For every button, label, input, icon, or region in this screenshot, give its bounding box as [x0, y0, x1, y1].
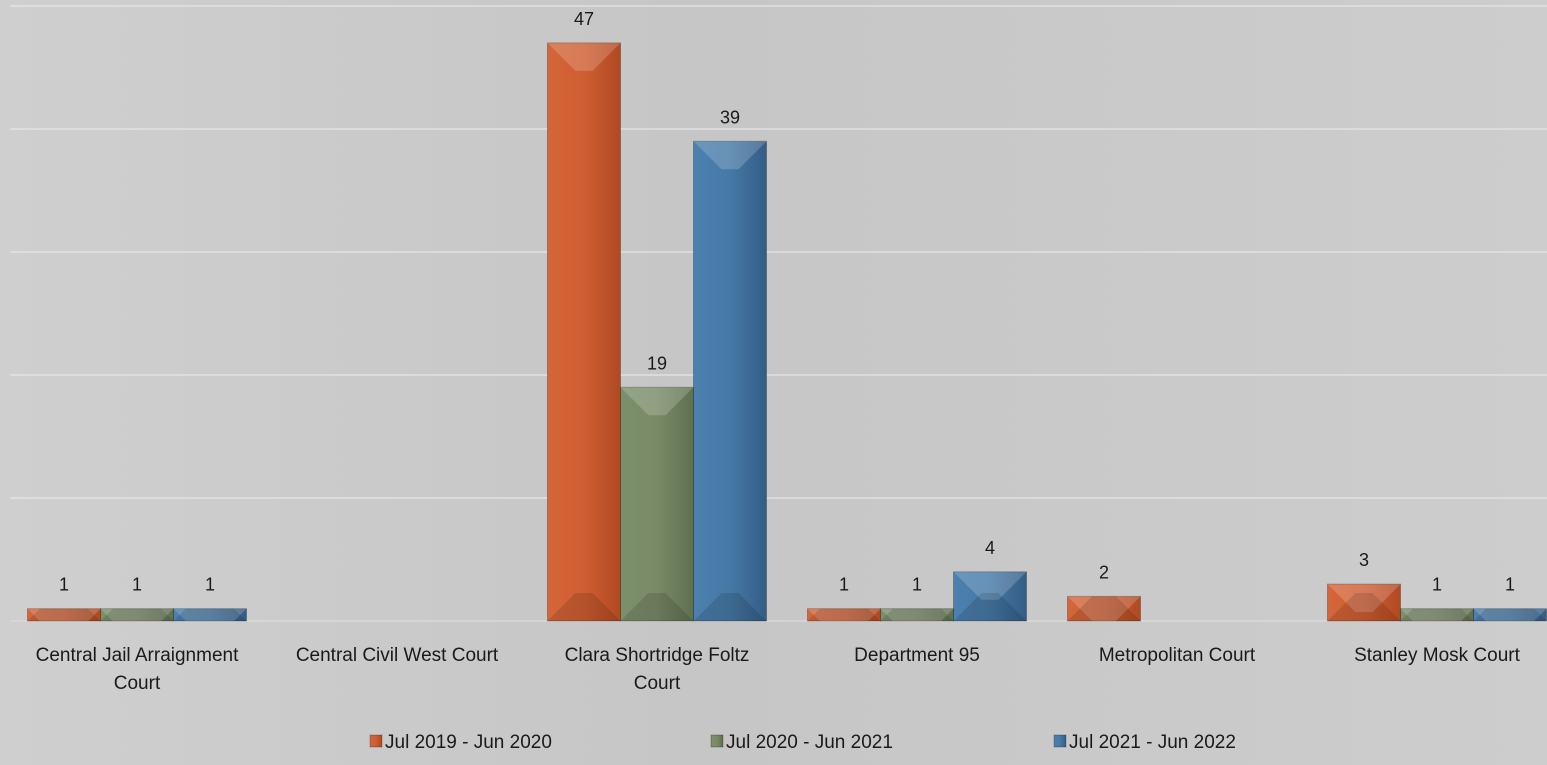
legend-item: Jul 2020 - Jun 2021: [710, 732, 893, 753]
category-label: Clara Shortridge Foltz Court: [565, 645, 750, 694]
bar: [1473, 608, 1547, 622]
data-label: 47: [574, 9, 594, 29]
bar: [100, 608, 174, 622]
data-label: 1: [205, 575, 215, 595]
data-label: 1: [132, 575, 142, 595]
data-label: 1: [1432, 575, 1442, 595]
data-label: 1: [839, 575, 849, 595]
legend-item: Jul 2019 - Jun 2020: [369, 732, 552, 753]
bar: [1067, 595, 1141, 622]
legend: Jul 2019 - Jun 2020 Jul 2020 - Jun 2021 Ju…: [369, 732, 1236, 753]
data-label: 39: [720, 107, 740, 127]
data-label: 1: [912, 575, 922, 595]
bar: [27, 608, 101, 622]
data-label: 2: [1099, 562, 1109, 582]
legend-label: Jul 2020 - Jun 2021: [726, 732, 893, 753]
category-axis: Central Jail Arraignment Court Central Civ…: [36, 645, 1521, 694]
legend-label: Jul 2021 - Jun 2022: [1069, 732, 1236, 753]
bar: [693, 140, 767, 622]
legend-item: Jul 2021 - Jun 2022: [1053, 732, 1236, 753]
bar: [1400, 608, 1474, 622]
bar: [547, 42, 621, 622]
category-label: Metropolitan Court: [1099, 645, 1256, 666]
bar: [880, 608, 954, 622]
bar: [807, 608, 881, 622]
category-label: Stanley Mosk Court: [1354, 645, 1521, 666]
bar: [1327, 583, 1401, 622]
legend-swatch: [369, 734, 383, 748]
bar: [620, 386, 694, 622]
bar: [953, 571, 1027, 622]
legend-swatch: [1053, 734, 1067, 748]
category-label: Central Civil West Court: [296, 645, 499, 666]
category-label: Central Jail Arraignment Court: [36, 645, 239, 694]
data-label: 1: [1505, 575, 1515, 595]
legend-swatch: [710, 734, 724, 748]
data-label: 3: [1359, 550, 1369, 570]
bar: [173, 608, 247, 622]
data-labels: 1 1 1 47 19 39 1 1 4 2 3 1 1: [59, 9, 1515, 595]
legend-label: Jul 2019 - Jun 2020: [385, 732, 552, 753]
bars: [27, 42, 1547, 622]
data-label: 4: [985, 538, 995, 558]
data-label: 19: [647, 353, 667, 373]
gridlines: [10, 5, 1547, 622]
data-label: 1: [59, 575, 69, 595]
category-label: Department 95: [854, 645, 980, 666]
